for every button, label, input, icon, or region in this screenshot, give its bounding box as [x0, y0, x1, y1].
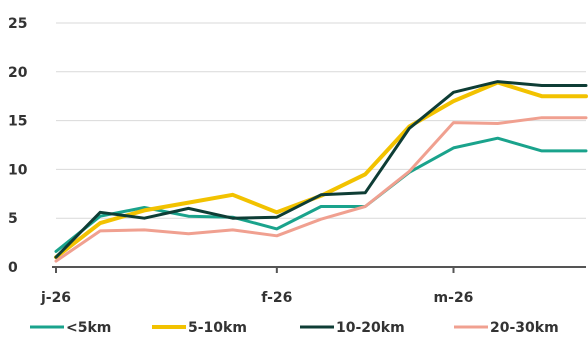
- y-tick-label: 0: [8, 260, 18, 276]
- x-tick-label: f-26: [261, 290, 292, 306]
- y-tick-label: 20: [8, 65, 28, 81]
- legend-label-3: 10-20km: [336, 320, 405, 336]
- x-tick-label: m-26: [434, 290, 474, 306]
- series-line-1: [54, 136, 588, 253]
- series-line-3: [54, 80, 588, 259]
- legend-label-2: 5-10km: [188, 320, 247, 336]
- x-axis: [52, 266, 586, 273]
- y-tick-label: 15: [8, 114, 27, 130]
- legend: <5km 5-10km 10-20km 20-30km: [30, 320, 559, 336]
- y-tick-label: 25: [8, 16, 27, 32]
- series-lines: [54, 80, 588, 263]
- y-axis-labels: 0 5 10 15 20 25: [8, 16, 28, 276]
- x-tick-label: j-26: [40, 290, 71, 306]
- legend-label-4: 20-30km: [490, 320, 559, 336]
- y-tick-label: 10: [8, 162, 28, 178]
- y-tick-label: 5: [8, 211, 18, 227]
- x-axis-labels: j-26 f-26 m-26: [40, 290, 473, 306]
- series-line-4: [54, 116, 588, 263]
- legend-label-1: <5km: [66, 320, 111, 336]
- grid-lines: [56, 22, 586, 219]
